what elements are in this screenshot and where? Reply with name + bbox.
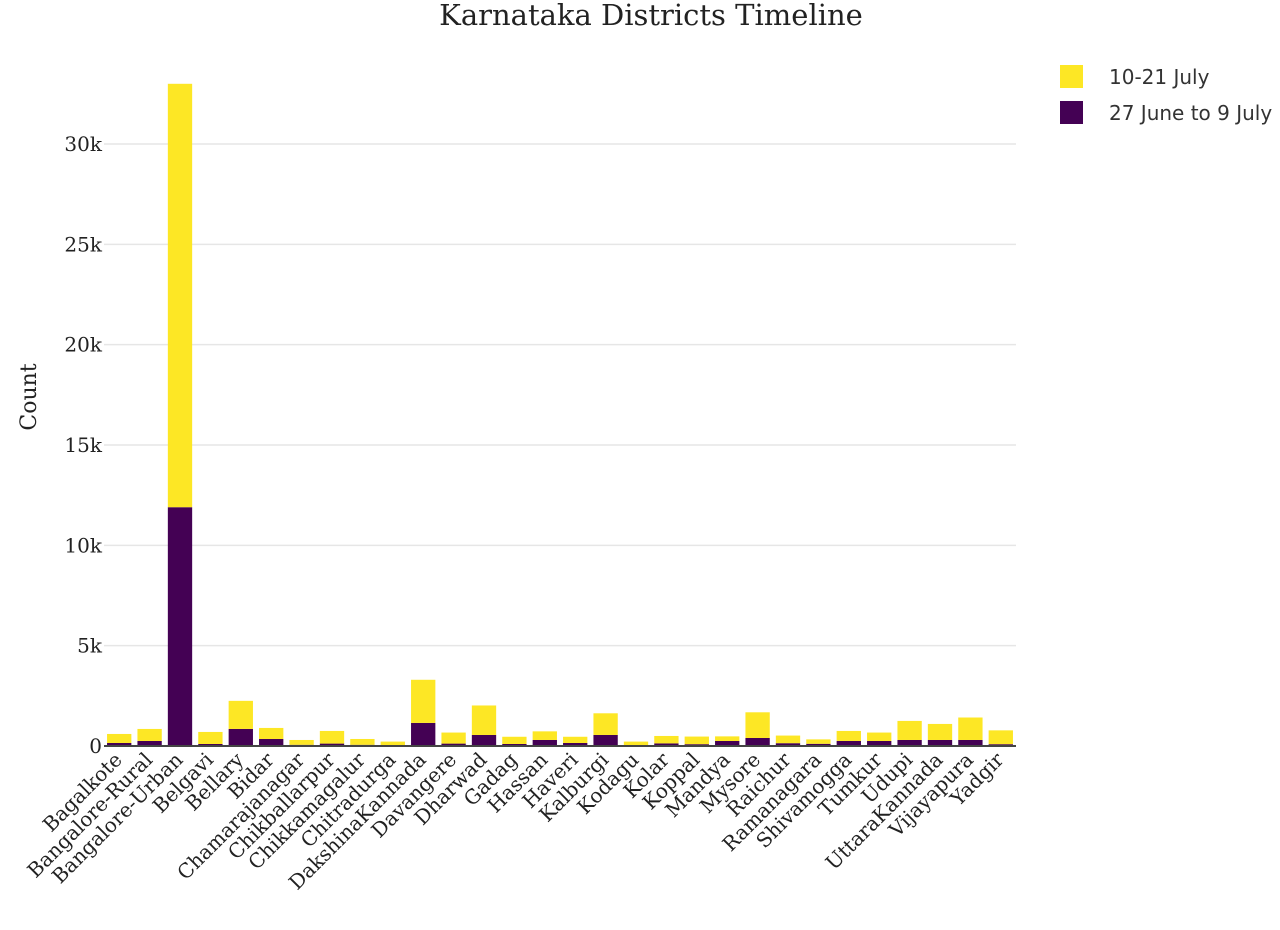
bar-27-june-to-9-july [411, 722, 436, 746]
bar-27-june-to-9-july [167, 507, 193, 746]
bar-27-june-to-9-july [867, 740, 892, 746]
y-tick-label: 5k [77, 634, 103, 658]
bar-10-21-july [806, 739, 831, 744]
bar-10-21-july [228, 700, 253, 729]
bar-10-21-july [502, 736, 527, 744]
chart-title: Karnataka Districts Timeline [439, 0, 863, 32]
bar-10-21-july [198, 731, 223, 744]
bar-10-21-july [167, 83, 193, 508]
bar-10-21-july [775, 735, 801, 744]
bar-10-21-july [684, 736, 709, 745]
x-axis-ticks: BagalkoteBangalore-RuralBangalore-UrbanB… [22, 747, 1008, 894]
bar-10-21-july [319, 730, 345, 744]
y-tick-label: 20k [64, 333, 102, 357]
bar-27-june-to-9-july [319, 743, 345, 746]
bar-27-june-to-9-july [532, 739, 557, 746]
bar-10-21-july [745, 712, 770, 738]
bar-27-june-to-9-july [228, 728, 253, 746]
bar-10-21-july [927, 723, 953, 740]
bar-10-21-july [532, 731, 557, 740]
legend-swatch [1060, 101, 1083, 124]
y-tick-label: 30k [64, 132, 102, 156]
bar-27-june-to-9-july [836, 740, 861, 746]
bar-10-21-july [107, 733, 132, 743]
bar-27-june-to-9-july [806, 743, 831, 746]
bar-10-21-july [623, 741, 649, 746]
bar-10-21-july [137, 728, 162, 741]
bar-10-21-july [471, 705, 497, 735]
legend-swatch [1060, 65, 1083, 88]
bar-27-june-to-9-july [471, 734, 497, 746]
bar-27-june-to-9-july [563, 742, 588, 746]
y-axis-title: Count [17, 363, 42, 430]
bar-27-june-to-9-july [958, 739, 983, 746]
bar-27-june-to-9-july [927, 739, 953, 746]
bar-10-21-july [289, 739, 314, 745]
bar-10-21-july [715, 736, 740, 741]
y-tick-label: 25k [64, 232, 102, 256]
bar-27-june-to-9-july [198, 743, 223, 746]
bar-27-june-to-9-july [107, 742, 132, 746]
bar-10-21-july [259, 727, 284, 739]
bar-27-june-to-9-july [897, 739, 922, 746]
legend: 10-21 July 27 June to 9 July [1060, 65, 1272, 125]
bar-27-june-to-9-july [775, 743, 801, 746]
bar-10-21-july [897, 720, 922, 740]
bar-27-june-to-9-july [745, 737, 770, 746]
bar-27-june-to-9-july [715, 740, 740, 746]
y-tick-label: 10k [64, 533, 102, 557]
bar-10-21-july [380, 741, 405, 745]
bar-10-21-july [836, 730, 861, 741]
bar-10-21-july [411, 679, 436, 723]
bar-10-21-july [441, 732, 466, 744]
legend-label: 10-21 July [1109, 65, 1210, 89]
gridlines [104, 143, 1016, 647]
y-axis-ticks: 0 5k 10k 15k 20k 25k 30k [64, 132, 102, 758]
bar-27-june-to-9-july [654, 743, 679, 746]
bar-10-21-july [563, 736, 588, 743]
bar-10-21-july [958, 717, 983, 740]
bar-27-june-to-9-july [441, 743, 466, 746]
bars [107, 83, 1013, 746]
bar-27-june-to-9-july [137, 740, 162, 746]
bar-10-21-july [988, 730, 1013, 745]
y-tick-label: 15k [64, 433, 102, 457]
bar-27-june-to-9-july [259, 738, 284, 746]
bar-27-june-to-9-july [502, 743, 527, 746]
bar-10-21-july [867, 732, 892, 741]
bar-10-21-july [593, 713, 618, 735]
bar-10-21-july [350, 738, 375, 745]
legend-label: 27 June to 9 July [1109, 101, 1272, 125]
bar-10-21-july [654, 735, 679, 744]
bar-27-june-to-9-july [593, 734, 618, 746]
y-tick-label: 0 [89, 734, 102, 758]
